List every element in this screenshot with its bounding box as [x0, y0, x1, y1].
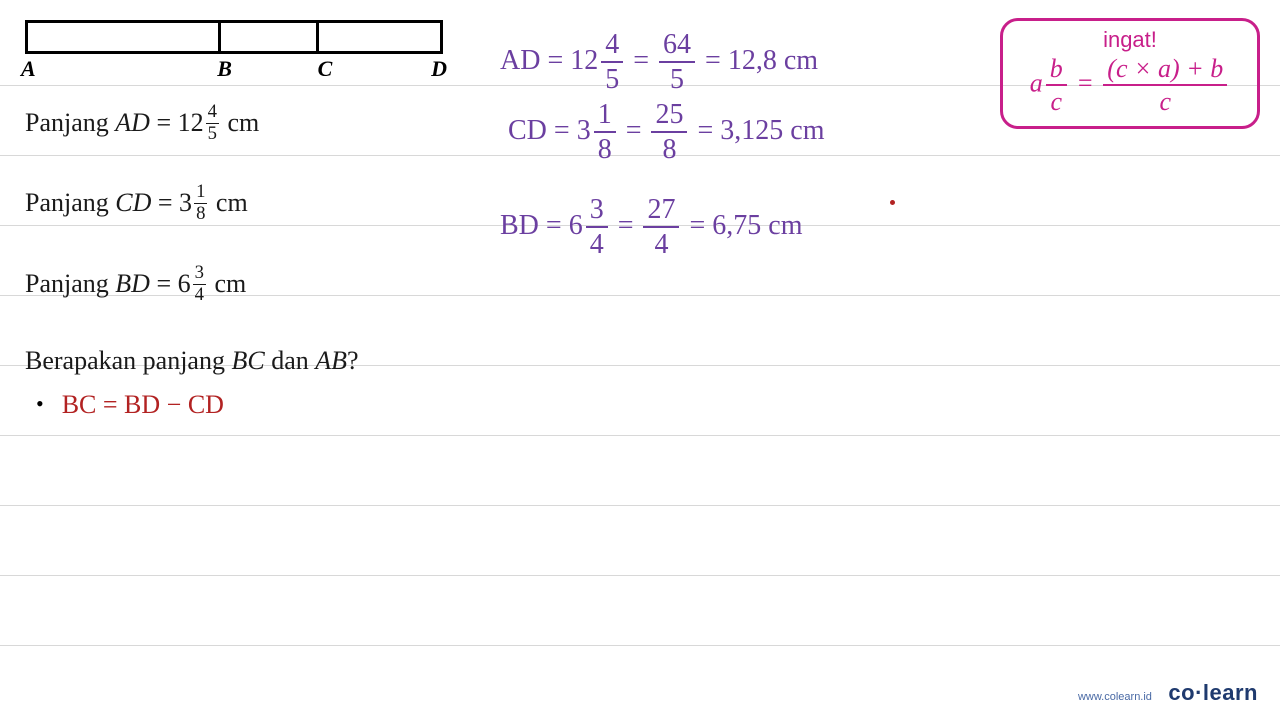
a: a	[1030, 68, 1043, 97]
frac-num: 4	[206, 103, 219, 124]
text: Berapakan panjang	[25, 346, 231, 375]
eq: =	[611, 210, 641, 241]
ruled-line	[0, 435, 1280, 436]
n: 4	[601, 30, 623, 63]
problem-text: Panjang AD = 1245 cm Panjang CD = 318 cm…	[25, 105, 359, 416]
n: 27	[643, 195, 679, 228]
question: Berapakan panjang BC dan AB?	[25, 346, 359, 376]
equation-ad: AD = 1245 = 645 = 12,8 cm	[500, 30, 818, 95]
annotation-dot	[890, 200, 895, 205]
d: 8	[651, 133, 687, 164]
given-bd: Panjang BD = 634 cm	[25, 266, 359, 306]
logo-dot: ·	[1195, 680, 1203, 705]
var-cd: CD	[115, 189, 151, 218]
rhs-n: (c × a) + b	[1103, 55, 1227, 86]
lhs: BD = 6	[500, 210, 583, 241]
lhs: AD = 12	[500, 45, 598, 76]
frac-den: 5	[206, 124, 219, 144]
d: 4	[643, 228, 679, 259]
remember-box: ingat! abc = (c × a) + bc	[1000, 18, 1260, 129]
rhs: = 6,75 cm	[682, 210, 802, 241]
logo-learn: learn	[1203, 680, 1258, 705]
ruled-line	[0, 505, 1280, 506]
d: 5	[601, 63, 623, 94]
footer-url: www.colearn.id	[1078, 691, 1152, 703]
bc-equation: BC = BD − CD	[62, 390, 224, 419]
rhs: = 3,125 cm	[690, 115, 824, 146]
eq: =	[626, 45, 656, 76]
var-ad: AD	[115, 108, 150, 137]
text: dan	[265, 346, 316, 375]
ruled-line	[0, 645, 1280, 646]
n: 64	[659, 30, 695, 63]
segment-rect	[25, 20, 443, 54]
brand-logo: co·learn	[1168, 680, 1258, 705]
equation-cd: CD = 318 = 258 = 3,125 cm	[508, 100, 824, 165]
eq: =	[1070, 68, 1101, 97]
given-ad: Panjang AD = 1245 cm	[25, 105, 359, 145]
footer: www.colearn.id co·learn	[1078, 680, 1258, 706]
ruled-line	[0, 575, 1280, 576]
segment-divider-b	[218, 23, 221, 51]
segment-divider-c	[316, 23, 319, 51]
d: 8	[594, 133, 616, 164]
text: = 3	[151, 189, 192, 218]
var-bc: BC	[231, 346, 264, 375]
var-bd: BD	[115, 269, 150, 298]
var-ab: AB	[315, 346, 347, 375]
text: Panjang	[25, 269, 115, 298]
rhs: = 12,8 cm	[698, 45, 818, 76]
text: Panjang	[25, 189, 115, 218]
lhs: CD = 3	[508, 115, 591, 146]
remember-formula: abc = (c × a) + bc	[1011, 55, 1249, 116]
unit: cm	[208, 269, 246, 298]
point-c-label: C	[318, 56, 333, 82]
frac-den: 4	[193, 285, 206, 305]
n: b	[1046, 55, 1067, 86]
point-d-label: D	[431, 56, 447, 82]
segment-diagram: A B C D	[25, 20, 443, 80]
n: 1	[594, 100, 616, 133]
logo-co: co	[1168, 680, 1195, 705]
bullet-icon: •	[36, 391, 44, 416]
unit: cm	[221, 108, 259, 137]
unit: cm	[209, 189, 247, 218]
text: Panjang	[25, 108, 115, 137]
frac-num: 1	[194, 183, 207, 204]
n: 25	[651, 100, 687, 133]
remember-title: ingat!	[1011, 27, 1249, 53]
d: 4	[586, 228, 608, 259]
frac-den: 8	[194, 204, 207, 224]
text: ?	[347, 346, 359, 375]
solution-step-1: • BC = BD − CD	[36, 390, 224, 420]
given-cd: Panjang CD = 318 cm	[25, 185, 359, 225]
equation-bd: BD = 634 = 274 = 6,75 cm	[500, 195, 802, 260]
rhs-d: c	[1103, 86, 1227, 115]
point-a-label: A	[21, 56, 36, 82]
d: c	[1046, 86, 1067, 115]
n: 3	[586, 195, 608, 228]
text: = 6	[150, 269, 191, 298]
text: = 12	[150, 108, 204, 137]
frac-num: 3	[193, 264, 206, 285]
eq: =	[619, 115, 649, 146]
d: 5	[659, 63, 695, 94]
point-b-label: B	[217, 56, 232, 82]
